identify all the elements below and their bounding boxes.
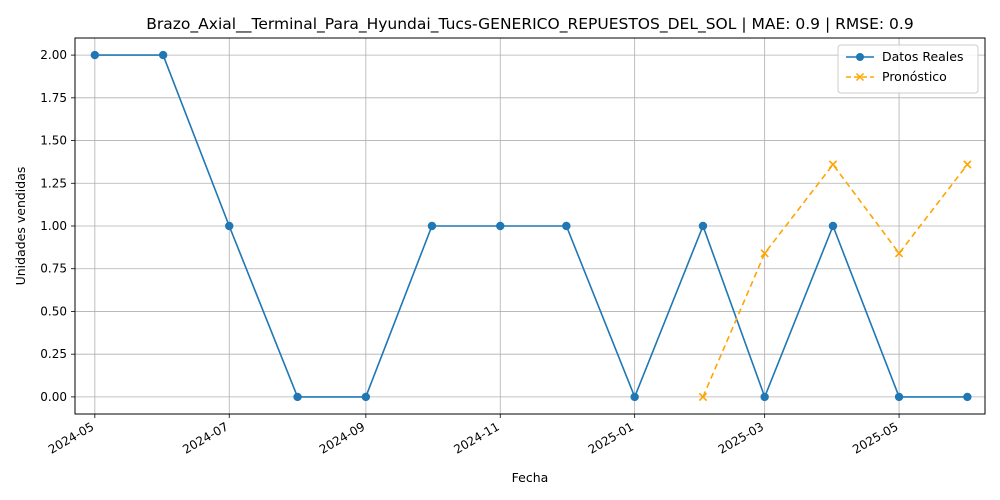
x-tick-label: 2025-03 <box>716 419 766 456</box>
chart-title: Brazo_Axial__Terminal_Para_Hyundai_Tucs-… <box>146 15 913 34</box>
legend: Datos Reales Pronóstico <box>837 44 979 94</box>
data-point <box>293 392 302 402</box>
y-tick-label: 2.00 <box>40 48 67 62</box>
data-point <box>760 392 769 402</box>
x-axis-ticks: 2024-05 2024-07 2024-09 2024-11 2025-01 2025-… <box>46 414 901 457</box>
x-tick-label: 2024-11 <box>451 419 501 456</box>
series-line-0 <box>94 54 968 400</box>
data-point <box>225 221 234 231</box>
forecast-point <box>698 392 708 402</box>
data-point <box>698 221 708 231</box>
series-line-1 <box>702 163 969 398</box>
forecast-point <box>894 249 904 258</box>
x-tick-label: 2025-05 <box>850 419 900 456</box>
y-tick-label: 1.25 <box>40 176 67 190</box>
forecast-point <box>963 160 972 169</box>
data-point <box>90 50 100 60</box>
legend-marker-pronostico <box>855 72 865 82</box>
y-tick-label: 1.50 <box>40 134 67 148</box>
y-axis-ticks: 0.00 0.25 0.50 0.75 1.00 1.25 1.50 1.75 2.00 <box>40 48 75 404</box>
y-tick-label: 1.75 <box>40 91 67 105</box>
data-point <box>828 221 838 231</box>
forecast-point <box>760 249 769 258</box>
data-point <box>361 392 371 402</box>
y-tick-label: 1.00 <box>40 219 67 233</box>
x-tick-label: 2024-09 <box>317 419 367 456</box>
legend-marker-reales <box>856 53 864 61</box>
data-point <box>427 221 437 231</box>
y-axis-label: Unidades vendidas <box>13 167 28 286</box>
forecast-point <box>828 160 838 169</box>
data-point <box>894 392 904 402</box>
x-tick-label: 2024-05 <box>46 419 96 456</box>
x-tick-label: 2024-07 <box>180 419 230 456</box>
x-tick-label: 2025-01 <box>586 419 636 456</box>
series-layer <box>90 50 972 402</box>
data-point <box>562 221 571 231</box>
legend-label-pronostico: Pronóstico <box>882 69 947 84</box>
y-tick-label: 0.50 <box>40 304 67 318</box>
data-point <box>496 221 505 231</box>
data-point <box>158 50 168 60</box>
data-point <box>963 392 972 402</box>
y-tick-label: 0.25 <box>40 347 67 361</box>
data-point <box>630 392 639 402</box>
legend-label-reales: Datos Reales <box>882 49 963 64</box>
y-tick-label: 0.00 <box>40 390 67 404</box>
y-tick-label: 0.75 <box>40 262 67 276</box>
x-axis-label: Fecha <box>512 470 549 485</box>
